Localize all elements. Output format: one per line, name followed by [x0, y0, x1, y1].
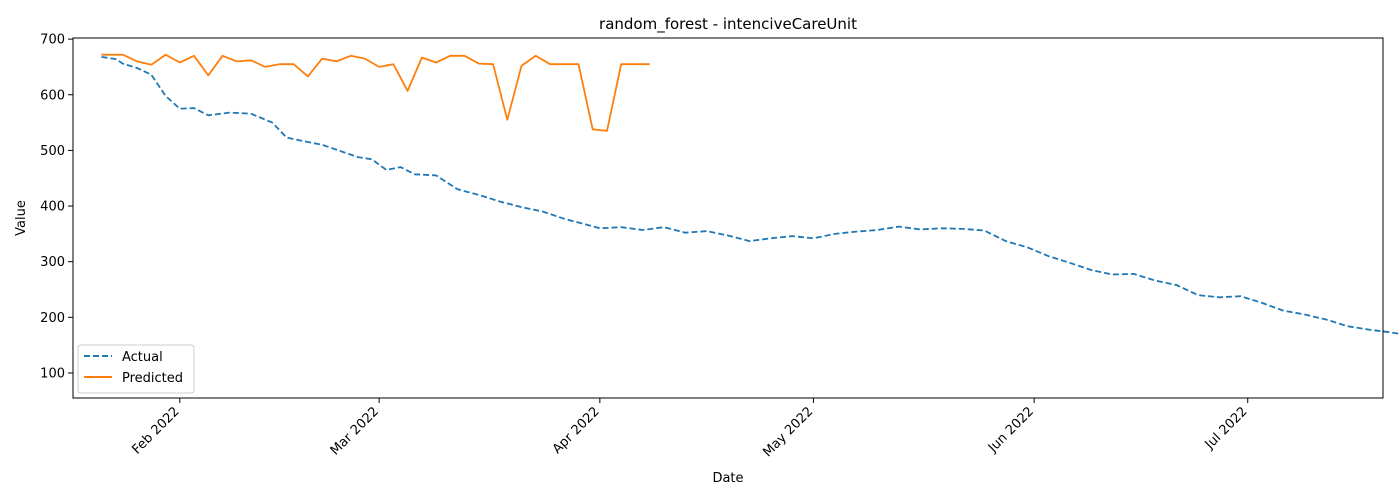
series-line-predicted [101, 53, 650, 132]
y-tick-label: 700 [40, 33, 65, 48]
series-line-actual [101, 56, 1400, 335]
legend: Actual Predicted [77, 344, 195, 394]
y-tick-label: 300 [40, 255, 65, 270]
y-tick-label: 100 [40, 366, 65, 381]
axes-frame [72, 37, 1384, 399]
x-axis-label: Date [712, 471, 743, 486]
chart-title: random_forest - intenciveCareUnit [599, 15, 857, 34]
legend-predicted-label: Predicted [122, 371, 183, 386]
y-tick-label: 600 [40, 88, 65, 103]
y-tick-label: 200 [40, 311, 65, 326]
y-tick-label: 500 [40, 144, 65, 159]
legend-actual-label: Actual [122, 350, 163, 365]
y-tick-label: 400 [40, 200, 65, 215]
y-axis-label: Value [14, 200, 29, 236]
